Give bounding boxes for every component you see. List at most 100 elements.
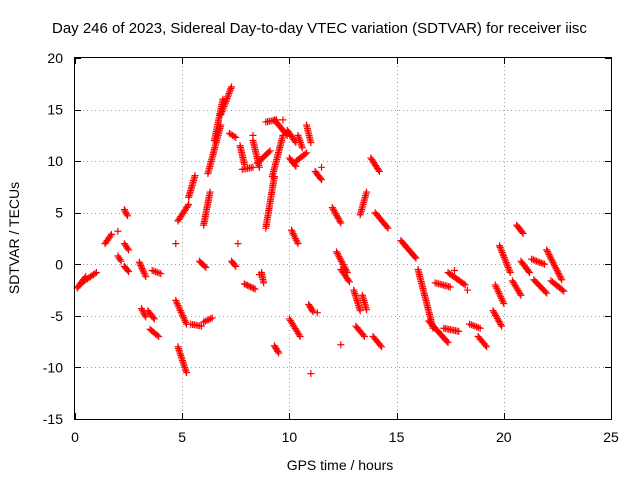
data-point bbox=[552, 265, 560, 273]
data-point bbox=[125, 246, 133, 254]
data-point bbox=[177, 308, 185, 316]
data-point bbox=[265, 148, 273, 156]
data-point bbox=[260, 279, 268, 287]
y-axis-label: SDTVAR / TECUs bbox=[6, 182, 22, 294]
data-point bbox=[124, 244, 132, 252]
data-point bbox=[139, 266, 147, 274]
data-point bbox=[200, 318, 208, 326]
data-point bbox=[378, 343, 386, 351]
data-point bbox=[496, 242, 504, 250]
data-point bbox=[318, 163, 326, 171]
data-point bbox=[493, 284, 501, 292]
data-point bbox=[497, 245, 505, 253]
data-point bbox=[142, 273, 150, 281]
data-point bbox=[339, 261, 347, 269]
data-point bbox=[491, 310, 499, 318]
data-point bbox=[255, 163, 263, 171]
data-point bbox=[330, 207, 338, 215]
data-point bbox=[337, 341, 345, 349]
data-point bbox=[207, 315, 215, 323]
data-point bbox=[155, 332, 163, 340]
data-point bbox=[541, 260, 549, 268]
data-point bbox=[492, 311, 500, 319]
data-point bbox=[541, 288, 549, 296]
data-point bbox=[502, 257, 510, 265]
data-point bbox=[356, 307, 364, 315]
data-point bbox=[551, 263, 559, 271]
data-point bbox=[136, 260, 144, 268]
data-point bbox=[495, 289, 503, 297]
data-point bbox=[506, 267, 514, 275]
data-point bbox=[500, 252, 508, 260]
data-point bbox=[545, 251, 553, 259]
data-point bbox=[224, 93, 232, 101]
data-point bbox=[502, 258, 510, 266]
data-point bbox=[289, 230, 297, 238]
satellite-track-t24 bbox=[225, 129, 240, 141]
data-point bbox=[529, 256, 537, 264]
data-point bbox=[157, 270, 165, 278]
data-point bbox=[201, 317, 209, 325]
data-point bbox=[172, 296, 180, 304]
data-point bbox=[200, 262, 208, 270]
data-point bbox=[363, 306, 371, 314]
data-point bbox=[498, 296, 506, 304]
data-point bbox=[481, 341, 489, 349]
satellite-track-t49 bbox=[350, 286, 364, 315]
satellite-track-t02 bbox=[77, 269, 100, 287]
data-point bbox=[173, 298, 181, 306]
satellite-track-t06 bbox=[120, 240, 133, 254]
data-point bbox=[202, 263, 210, 271]
data-point bbox=[124, 212, 132, 220]
data-point bbox=[148, 266, 156, 274]
satellite-track-t11 bbox=[146, 325, 163, 340]
data-point bbox=[560, 287, 568, 295]
satellite-track-t46 bbox=[328, 204, 345, 227]
satellite-track-t45 bbox=[311, 167, 326, 184]
data-point bbox=[221, 99, 229, 107]
data-point bbox=[107, 230, 115, 238]
data-point bbox=[506, 269, 514, 277]
satellite-track-t31 bbox=[258, 269, 268, 287]
data-point bbox=[446, 283, 454, 291]
data-point bbox=[227, 85, 235, 93]
satellite-track-t15 bbox=[174, 343, 190, 377]
data-point bbox=[340, 262, 348, 270]
data-point bbox=[274, 348, 282, 356]
satellite-track-t19 bbox=[200, 314, 216, 326]
data-point bbox=[288, 226, 296, 234]
data-point bbox=[122, 209, 130, 217]
data-point bbox=[501, 255, 509, 263]
data-point bbox=[331, 208, 339, 216]
data-point bbox=[555, 269, 563, 277]
data-point bbox=[255, 271, 263, 279]
data-point bbox=[547, 255, 555, 263]
data-point bbox=[504, 262, 512, 270]
y-tick-label: 15 bbox=[47, 102, 63, 118]
data-point bbox=[363, 188, 371, 196]
data-point bbox=[328, 204, 336, 212]
data-point bbox=[555, 271, 563, 279]
data-point bbox=[135, 258, 143, 266]
data-point bbox=[504, 264, 512, 272]
satellite-track-t35 bbox=[270, 342, 283, 357]
data-point bbox=[203, 316, 211, 324]
x-tick-label: 10 bbox=[282, 429, 298, 445]
data-point bbox=[219, 104, 227, 112]
satellite-track-t67 bbox=[508, 277, 525, 299]
data-point bbox=[121, 207, 129, 215]
data-point bbox=[208, 314, 216, 322]
data-point bbox=[483, 343, 491, 351]
data-point bbox=[124, 266, 132, 274]
data-point bbox=[554, 268, 562, 276]
data-point bbox=[334, 214, 342, 222]
data-point bbox=[307, 139, 315, 147]
data-point bbox=[532, 257, 540, 265]
data-point bbox=[91, 270, 99, 278]
data-point bbox=[500, 253, 508, 261]
data-point bbox=[553, 266, 561, 274]
x-tick-label: 20 bbox=[496, 429, 512, 445]
data-point bbox=[222, 98, 230, 106]
data-point bbox=[301, 150, 309, 158]
